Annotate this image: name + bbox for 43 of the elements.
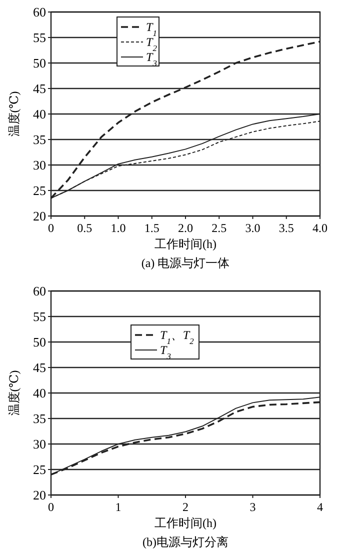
x-tick-label: 0.5 — [77, 221, 92, 235]
legend-label: T$_{3}$ — [160, 343, 171, 360]
y-tick-label: 45 — [33, 81, 46, 96]
y-axis-title: 温度(℃) — [7, 91, 21, 137]
y-tick-label: 30 — [33, 436, 46, 452]
x-axis-title: 工作时间(h) — [154, 237, 216, 251]
x-tick-label: 3 — [250, 500, 256, 514]
y-tick-label: 60 — [33, 284, 46, 298]
y-tick-label: 50 — [33, 334, 46, 350]
y-tick-label: 60 — [33, 4, 46, 20]
y-tick-label: 40 — [33, 106, 46, 122]
y-tick-label: 55 — [33, 30, 46, 45]
y-tick-label: 40 — [33, 386, 46, 400]
x-tick-label: 4.0 — [312, 221, 328, 235]
legend-label: T$_{2}$ — [146, 35, 157, 52]
y-tick-label: 20 — [33, 208, 46, 224]
x-tick-label: 1 — [115, 500, 122, 514]
text: (b)电源与灯分离 — [142, 535, 228, 549]
legend-label: T$_{3}$ — [146, 50, 157, 68]
x-tick-label: 1.5 — [144, 221, 160, 235]
text: (a) 电源与灯一体 — [141, 256, 230, 270]
x-tick-label: 0 — [48, 500, 54, 514]
x-tick-label: 3.0 — [245, 221, 260, 235]
y-tick-label: 45 — [33, 360, 46, 375]
y-tick-label: 20 — [33, 488, 46, 502]
x-axis-title: 工作时间(h) — [154, 516, 216, 530]
legend-label: T$_{1}$ — [146, 20, 157, 38]
y-tick-label: 50 — [33, 56, 46, 70]
y-tick-label: 30 — [33, 158, 46, 172]
x-tick-label: 1.0 — [110, 221, 126, 235]
y-axis-title: 温度(℃) — [7, 370, 21, 416]
y-tick-label: 25 — [33, 462, 46, 477]
x-tick-label: 4 — [317, 500, 323, 514]
y-tick-label: 25 — [33, 183, 46, 198]
legend-label: T$_{1}$、T$_{2}$ — [160, 328, 194, 346]
x-tick-label: 3.5 — [278, 221, 294, 235]
x-tick-label: 2.5 — [212, 221, 227, 235]
y-tick-label: 55 — [33, 309, 46, 324]
x-tick-label: 2 — [182, 500, 188, 514]
x-tick-label: 0 — [48, 221, 54, 235]
y-tick-label: 35 — [33, 132, 46, 147]
x-tick-label: 2.0 — [178, 221, 193, 235]
y-tick-label: 35 — [33, 411, 46, 426]
